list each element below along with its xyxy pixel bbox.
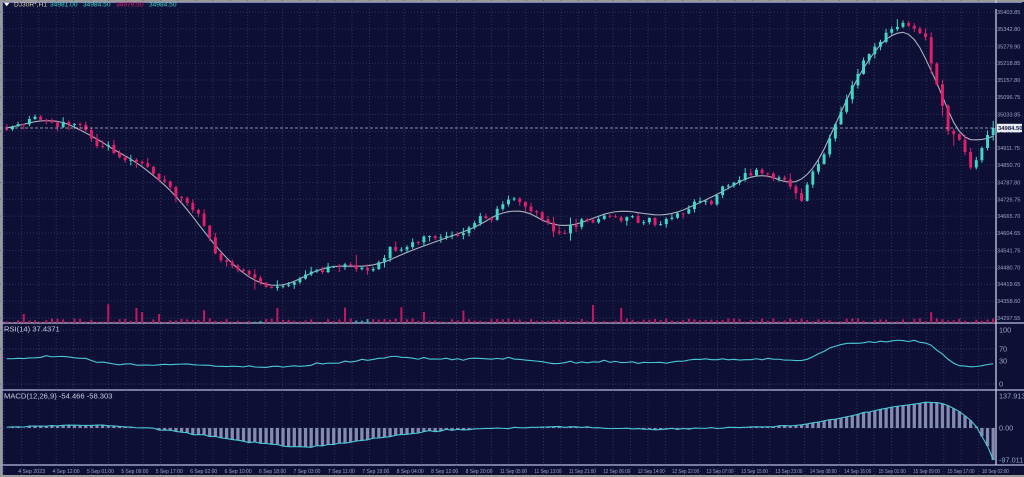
svg-text:6 Sep 02:00: 6 Sep 02:00 [190, 469, 217, 475]
svg-text:34984.50: 34984.50 [998, 126, 1023, 132]
svg-text:35033.85: 35033.85 [997, 112, 1020, 118]
svg-text:11 Sep 13:00: 11 Sep 13:00 [534, 469, 561, 475]
svg-text:12 Sep 06:00: 12 Sep 06:00 [603, 469, 630, 475]
svg-text:100: 100 [999, 326, 1011, 335]
svg-text:30: 30 [999, 357, 1007, 366]
svg-text:13 Sep 15:00: 13 Sep 15:00 [741, 469, 768, 475]
svg-text:34984.50: 34984.50 [149, 1, 177, 8]
svg-text:34911.75: 34911.75 [997, 146, 1020, 152]
svg-text:15 Sep 01:00: 15 Sep 01:00 [879, 469, 906, 475]
svg-text:0.00: 0.00 [999, 424, 1013, 433]
svg-text:4 Sep 2023: 4 Sep 2023 [18, 469, 45, 475]
svg-text:8 Sep 12:00: 8 Sep 12:00 [431, 469, 458, 475]
svg-text:34604.65: 34604.65 [997, 231, 1020, 237]
svg-text:11 Sep 05:00: 11 Sep 05:00 [500, 469, 527, 475]
svg-text:5 Sep 17:00: 5 Sep 17:00 [156, 469, 183, 475]
svg-text:70: 70 [999, 345, 1007, 354]
svg-text:7 Sep 11:00: 7 Sep 11:00 [328, 469, 355, 475]
svg-text:DJ30R*,H1: DJ30R*,H1 [14, 1, 47, 8]
svg-text:137.913: 137.913 [999, 392, 1024, 401]
svg-text:15 Sep 09:00: 15 Sep 09:00 [913, 469, 940, 475]
svg-text:12 Sep 14:00: 12 Sep 14:00 [638, 469, 665, 475]
svg-text:5 Sep 01:00: 5 Sep 01:00 [87, 469, 114, 475]
svg-text:14 Sep 08:00: 14 Sep 08:00 [810, 469, 837, 475]
svg-text:8 Sep 04:00: 8 Sep 04:00 [397, 469, 424, 475]
svg-text:14 Sep 16:00: 14 Sep 16:00 [844, 469, 871, 475]
svg-text:8 Sep 20:00: 8 Sep 20:00 [466, 469, 493, 475]
svg-text:34480.70: 34480.70 [997, 265, 1020, 271]
svg-text:34297.55: 34297.55 [997, 316, 1020, 322]
svg-text:MACD(12,26,9) -54.466 -58.303: MACD(12,26,9) -54.466 -58.303 [4, 392, 112, 401]
svg-text:34358.60: 34358.60 [997, 299, 1020, 305]
svg-text:34541.75: 34541.75 [997, 248, 1020, 254]
svg-text:6 Sep 10:00: 6 Sep 10:00 [225, 469, 252, 475]
svg-text:34979.50: 34979.50 [116, 1, 144, 8]
svg-text:34787.80: 34787.80 [997, 180, 1020, 186]
svg-text:34850.70: 34850.70 [997, 163, 1020, 169]
svg-text:18 Sep 02:00: 18 Sep 02:00 [982, 469, 1009, 475]
svg-text:35279.90: 35279.90 [997, 44, 1020, 50]
svg-text:15 Sep 17:00: 15 Sep 17:00 [947, 469, 974, 475]
svg-text:5 Sep 09:00: 5 Sep 09:00 [121, 469, 148, 475]
svg-text:35218.85: 35218.85 [997, 61, 1020, 67]
svg-text:35342.80: 35342.80 [997, 27, 1020, 33]
svg-text:12 Sep 22:00: 12 Sep 22:00 [672, 469, 699, 475]
svg-text:34726.75: 34726.75 [997, 197, 1020, 203]
svg-text:7 Sep 19:00: 7 Sep 19:00 [362, 469, 389, 475]
svg-text:13 Sep 07:00: 13 Sep 07:00 [707, 469, 734, 475]
svg-text:11 Sep 21:00: 11 Sep 21:00 [569, 469, 596, 475]
svg-text:34984.50: 34984.50 [83, 1, 111, 8]
svg-text:0: 0 [999, 380, 1003, 389]
svg-text:-97.011: -97.011 [999, 456, 1023, 465]
svg-text:34665.70: 34665.70 [997, 214, 1020, 220]
svg-text:35157.80: 35157.80 [997, 78, 1020, 84]
svg-text:6 Sep 18:00: 6 Sep 18:00 [259, 469, 286, 475]
svg-text:34419.65: 34419.65 [997, 282, 1020, 288]
svg-text:13 Sep 23:00: 13 Sep 23:00 [775, 469, 802, 475]
svg-text:34981.00: 34981.00 [50, 1, 78, 8]
svg-text:7 Sep 03:00: 7 Sep 03:00 [293, 469, 320, 475]
svg-text:35096.75: 35096.75 [997, 95, 1020, 101]
svg-text:4 Sep 12:00: 4 Sep 12:00 [53, 469, 80, 475]
svg-text:35403.85: 35403.85 [997, 10, 1020, 16]
svg-text:RSI(14) 37.4371: RSI(14) 37.4371 [4, 325, 60, 334]
